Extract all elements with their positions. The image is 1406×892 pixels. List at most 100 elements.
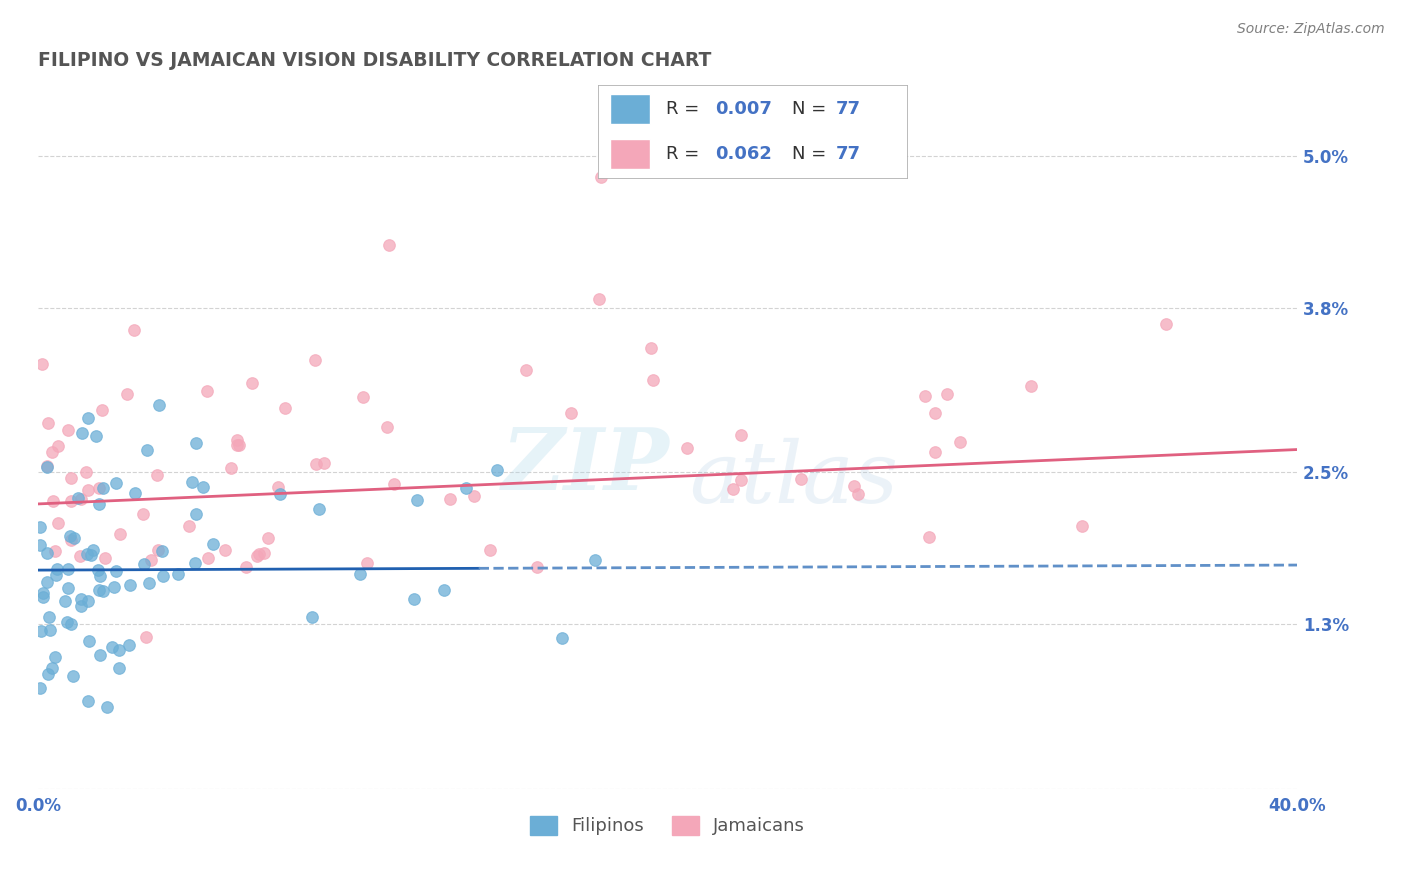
Point: [108, 661, 131, 675]
Point: [66, 491, 89, 505]
Point: [60, 533, 83, 547]
Point: [936, 387, 959, 401]
Point: [463, 489, 485, 503]
Point: [846, 487, 869, 501]
Text: 77: 77: [835, 100, 860, 118]
Point: [180, 475, 202, 490]
Point: [246, 549, 269, 563]
Point: [730, 473, 752, 487]
Point: [37, 459, 59, 474]
Point: [44, 650, 66, 665]
Point: [89, 569, 111, 583]
Point: [195, 384, 218, 399]
Point: [46, 439, 69, 453]
Point: [349, 566, 371, 581]
Point: [917, 530, 939, 544]
Point: [82, 543, 104, 558]
Point: [124, 486, 146, 500]
Point: [228, 438, 250, 452]
Point: [69, 599, 91, 613]
Point: [76, 547, 98, 561]
Point: [166, 567, 188, 582]
Text: 77: 77: [835, 145, 860, 163]
Point: [56, 562, 79, 576]
Point: [87, 583, 110, 598]
Point: [59, 529, 82, 543]
Point: [235, 559, 257, 574]
Point: [105, 564, 128, 578]
Point: [485, 463, 508, 477]
Point: [89, 648, 111, 662]
Point: [301, 610, 323, 624]
Text: 0.007: 0.007: [716, 100, 772, 118]
Point: [69, 549, 91, 563]
Point: [91, 402, 114, 417]
Point: [103, 580, 125, 594]
Point: [86, 429, 108, 443]
Point: [72, 425, 94, 440]
FancyBboxPatch shape: [610, 95, 650, 124]
Point: [91, 584, 114, 599]
Point: [1154, 318, 1177, 332]
Point: [118, 638, 141, 652]
Point: [28, 520, 51, 534]
Point: [914, 389, 936, 403]
Point: [439, 492, 461, 507]
Point: [62, 669, 84, 683]
Point: [135, 630, 157, 644]
Point: [37, 667, 59, 681]
Point: [115, 387, 138, 401]
Point: [44, 544, 66, 558]
Point: [375, 419, 398, 434]
Point: [312, 456, 335, 470]
Point: [191, 480, 214, 494]
Point: [101, 640, 124, 654]
Point: [588, 293, 610, 307]
Point: [79, 634, 101, 648]
Point: [378, 237, 401, 252]
Point: [30, 624, 52, 638]
Point: [305, 457, 328, 471]
Point: [77, 410, 100, 425]
Text: atlas: atlas: [689, 438, 898, 521]
Point: [122, 323, 145, 337]
Point: [150, 544, 173, 558]
Point: [77, 694, 100, 708]
Point: [94, 550, 117, 565]
Point: [560, 407, 582, 421]
Point: [184, 507, 207, 521]
Text: N =: N =: [793, 100, 832, 118]
Point: [253, 546, 276, 560]
Text: Source: ZipAtlas.com: Source: ZipAtlas.com: [1237, 22, 1385, 37]
Point: [267, 480, 290, 494]
Point: [59, 471, 82, 485]
Point: [134, 557, 156, 571]
Point: [31, 358, 53, 372]
Point: [37, 417, 59, 431]
Point: [432, 582, 454, 597]
Point: [247, 547, 270, 561]
Point: [31, 585, 53, 599]
FancyBboxPatch shape: [610, 139, 650, 169]
Point: [87, 497, 110, 511]
Text: ZIP: ZIP: [502, 424, 669, 508]
Point: [515, 362, 537, 376]
Point: [179, 519, 201, 533]
Point: [42, 494, 65, 508]
Point: [75, 465, 97, 479]
Point: [38, 623, 60, 637]
Point: [1070, 519, 1092, 533]
Point: [41, 661, 63, 675]
Point: [35, 546, 58, 560]
Point: [214, 542, 236, 557]
Point: [184, 435, 207, 450]
Point: [842, 479, 865, 493]
Point: [924, 445, 946, 459]
Point: [139, 553, 162, 567]
Point: [70, 491, 93, 506]
Point: [45, 567, 67, 582]
Point: [91, 481, 114, 495]
Point: [675, 441, 697, 455]
Point: [308, 501, 330, 516]
Point: [69, 591, 91, 606]
